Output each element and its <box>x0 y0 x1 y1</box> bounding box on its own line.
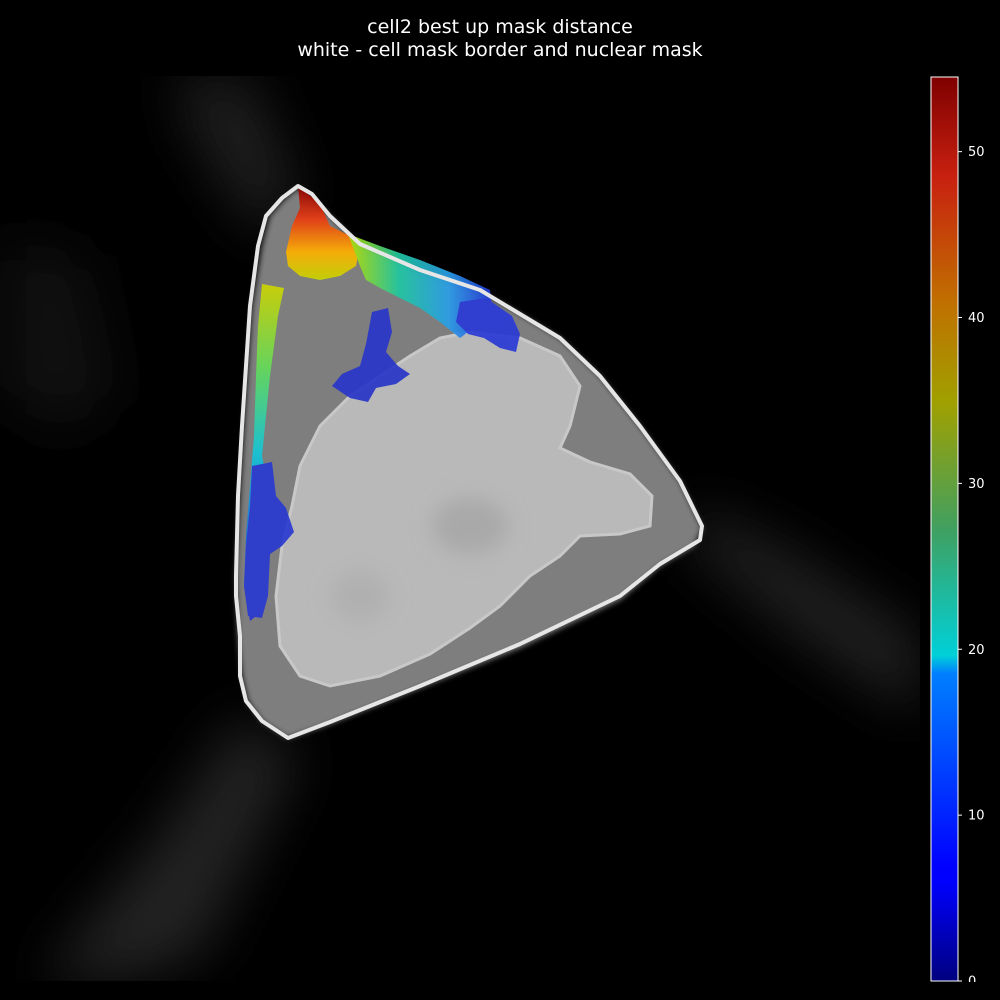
colorbar-tick-label: 20 <box>968 643 985 658</box>
background-processes <box>0 76 920 981</box>
colorbar-tick-label: 10 <box>968 809 985 824</box>
nucleus <box>274 330 654 688</box>
cell-mask-border <box>234 184 704 740</box>
colorbar-gradient <box>930 76 959 982</box>
microscopy-image <box>0 76 920 981</box>
colorbar-tick-label: 50 <box>968 145 985 160</box>
colorbar-tick-label: 40 <box>968 311 985 326</box>
colorbar: 0 10 20 30 40 50 <box>930 76 1000 990</box>
figure-title: cell2 best up mask distance white - cell… <box>0 16 1000 62</box>
distance-mask-overlay <box>244 186 520 621</box>
colorbar-tick-label: 0 <box>968 975 976 983</box>
colorbar-svg: 0 10 20 30 40 50 <box>930 76 985 990</box>
cell-image-svg <box>0 76 920 981</box>
title-line-1: cell2 best up mask distance <box>367 16 633 38</box>
colorbar-tick-label: 30 <box>968 477 985 492</box>
colorbar-ticks: 0 10 20 30 40 50 <box>958 145 985 990</box>
title-line-2: white - cell mask border and nuclear mas… <box>297 39 703 61</box>
